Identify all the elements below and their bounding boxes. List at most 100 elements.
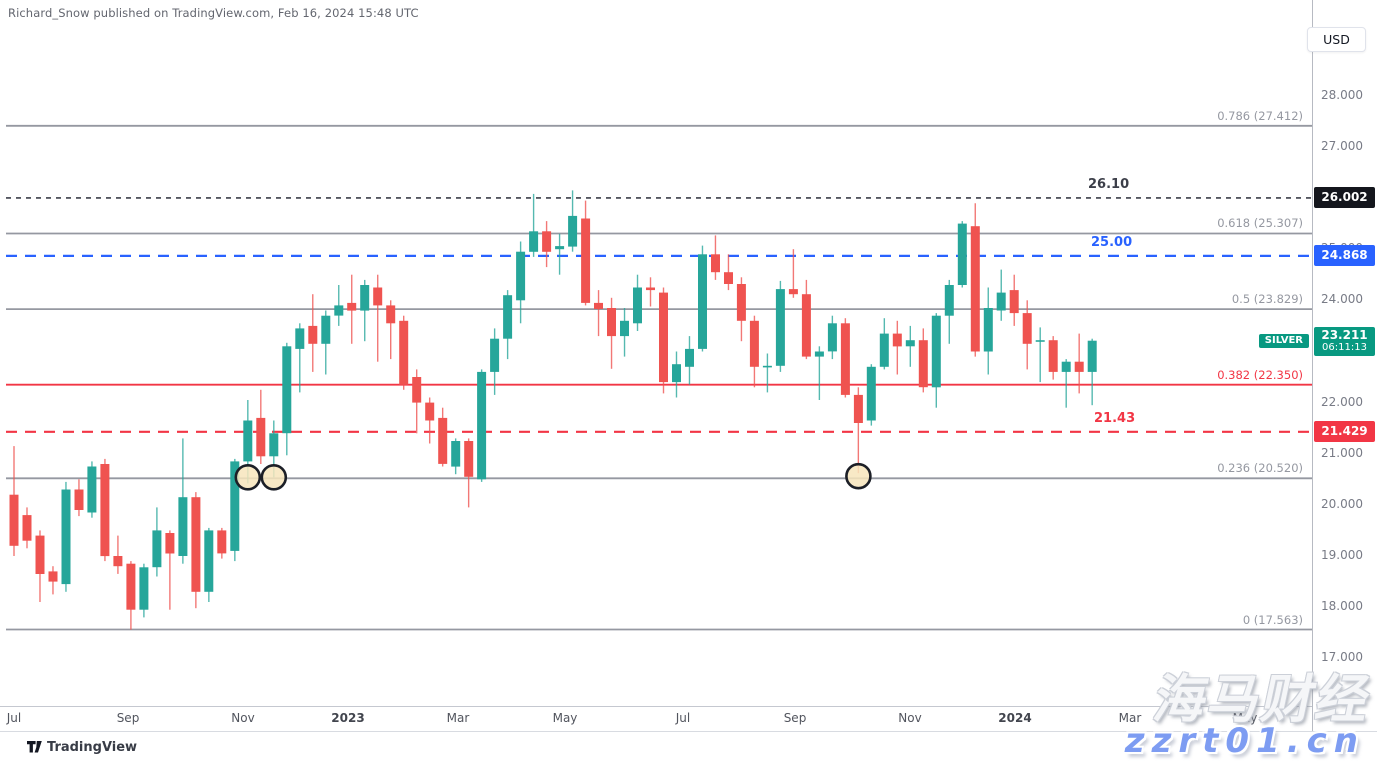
fib-level-label: 0 (17.563) [1242,612,1303,627]
price-axis-label: 17.000 [1321,650,1363,665]
price-axis-label: 24.000 [1321,292,1363,307]
candle-body [1035,340,1045,342]
fib-level-label: 0.236 (20.520) [1217,461,1303,476]
time-axis-label[interactable]: 2023 [331,711,365,725]
candle-body [788,289,798,295]
fib-level-label: 0.618 (25.307) [1217,216,1303,231]
candle-body [113,556,123,567]
candle-body [347,302,357,311]
candle-body [204,530,214,592]
candle-body [944,285,954,316]
symbol-tag: SILVER [1258,333,1309,348]
time-axis-label[interactable]: 2024 [998,711,1032,725]
candle-body [775,289,785,366]
time-axis-label[interactable]: Jul [675,711,691,725]
price-axis-label: 19.000 [1321,548,1363,563]
marker-circle [260,463,288,491]
candle-body [814,351,824,357]
candle-body [152,530,162,568]
candle-body [464,441,474,477]
candle-body [48,571,58,582]
time-axis-label[interactable]: Jul [6,711,22,725]
candle-body [451,441,461,467]
candle-body [503,295,513,339]
candle-body [74,489,84,510]
candlestick-chart[interactable] [0,0,1312,731]
candle-body [840,323,850,395]
price-level-badge: 26.002 [1314,187,1375,209]
publish-header: Richard_Snow published on TradingView.co… [8,6,419,20]
candle-body [269,433,279,457]
candle-body [1009,290,1019,314]
candle-body [853,394,863,423]
candle-body [490,338,500,372]
candle-body [256,417,266,457]
price-level-badge: 24.868 [1314,245,1375,267]
candle-body [9,494,19,546]
time-axis-border-top [0,706,1377,707]
tradingview-logo-icon [27,741,42,753]
price-level-badge: 21.429 [1314,421,1375,443]
candle-body [321,315,331,344]
marker-circle [845,462,872,490]
fib-level-label: 0.786 (27.412) [1217,108,1303,123]
time-axis-label[interactable]: Nov [231,711,255,725]
candle-body [139,567,149,610]
fib-level-label: 0.382 (22.350) [1217,367,1303,382]
candle-body [749,320,759,367]
currency-usd-button[interactable]: USD [1307,27,1366,52]
candle-body [685,348,694,367]
candle-body [1022,313,1032,344]
candle-body [581,218,591,303]
candle-body [360,285,370,311]
candle-body [620,320,629,337]
marker-circle [234,463,262,491]
price-axis-label: 22.000 [1321,394,1363,409]
candle-body [425,402,435,421]
watermark-url: zzrt01.cn [1124,721,1365,761]
time-axis-label[interactable]: May [1232,711,1258,725]
price-axis-label: 18.000 [1321,599,1363,614]
candle-body [607,308,616,337]
time-axis-label[interactable]: May [552,711,578,725]
candle-body [126,563,136,610]
candle-body [295,328,305,349]
price-axis-label: 27.000 [1321,138,1363,153]
time-axis-label[interactable]: Mar [1118,711,1142,725]
candle-body [386,305,396,324]
time-axis-label[interactable]: Nov [898,711,922,725]
candle-body [1061,361,1071,372]
candle-body [698,254,707,349]
candle-body [555,246,565,250]
candle-body [282,346,292,434]
time-axis-label[interactable]: Sep [783,711,807,725]
tradingview-logo-text: TradingView [47,740,138,755]
candle-body [646,287,655,291]
candle-body [866,366,876,421]
candle-body [983,308,993,352]
candle-body [594,302,603,309]
candle-body [178,497,188,556]
last-price-value: 23.211 [1321,327,1368,342]
candle-body [736,284,746,321]
price-axis[interactable]: 28.00027.00026.00025.00024.00023.00022.0… [1312,0,1377,731]
time-axis-label[interactable]: Sep [116,711,140,725]
candle-body [399,320,409,385]
tradingview-logo[interactable]: TradingView [27,740,137,755]
candle-body [191,497,201,592]
candle-body [801,294,811,357]
candle-body [61,489,71,585]
candle-body [477,371,487,480]
candle-body [438,417,448,464]
last-price-badge: 23.211 06:11:13 [1314,326,1375,356]
annotation-label: 26.10 [1088,176,1130,192]
candle-body [711,254,720,273]
candle-body [243,420,253,462]
candle-body [334,305,344,316]
candle-body [1048,340,1058,372]
candle-body [308,325,318,344]
candle-body [957,223,967,285]
candle-body [1087,340,1097,372]
time-axis-label[interactable]: Mar [446,711,470,725]
